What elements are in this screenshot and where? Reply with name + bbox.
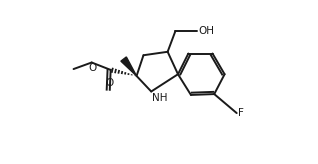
Text: NH: NH [152,93,168,103]
Text: F: F [238,108,244,118]
Text: OH: OH [198,26,214,36]
Polygon shape [121,57,136,76]
Text: O: O [106,78,114,88]
Text: O: O [88,63,96,73]
